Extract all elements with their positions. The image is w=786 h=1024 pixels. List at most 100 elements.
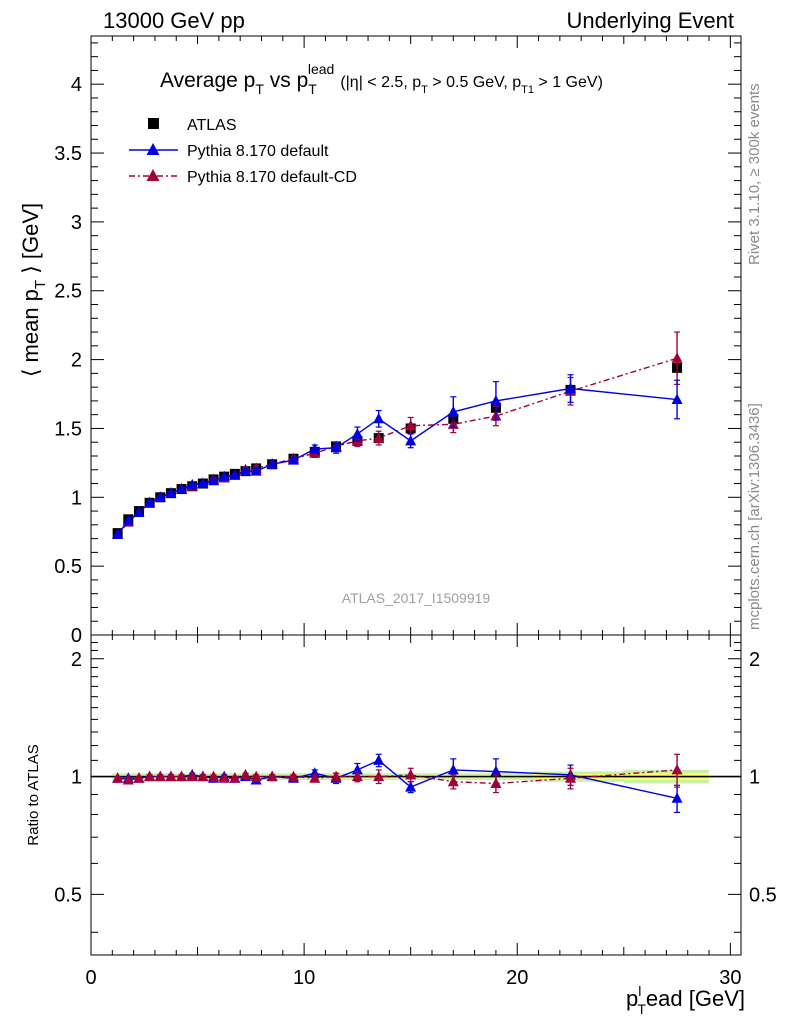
ratio-cd-point [490,777,502,789]
y-tick-label: 1 [71,487,82,509]
ratio-cd-point [351,770,363,782]
ratio-cd-point [112,772,124,783]
default-point [309,443,321,454]
ratio-default-point [373,754,385,765]
default-point [330,441,342,453]
x-tick-label: 30 [719,967,741,989]
x-tick-label: 10 [293,967,315,989]
ratio-tick-label-right: 1 [749,767,760,789]
default-point [266,458,278,469]
y-tick-label: 1.5 [54,418,82,440]
legend-label-default: Pythia 8.170 default [187,143,329,160]
main-panel: 0 0.5 1 1.5 2 2.5 3 3.5 4 [54,35,742,647]
default-point [112,528,124,539]
ratio-cd-point [309,772,321,783]
header-left: 13000 GeV pp [103,8,245,33]
ratio-cd-point [186,770,198,782]
watermark: ATLAS_2017_I1509919 [342,590,491,606]
title-cuts-c: > 1 GeV) [534,74,603,91]
chart-title: Average pT vs pTlead(|η| < 2.5, pT > 0.5… [160,61,603,97]
y-tick-label: 2.5 [54,281,82,303]
default-point [287,454,299,465]
default-point [218,470,230,482]
default-point [229,469,241,480]
cd-point [405,419,417,431]
ratio-cd-point [144,770,156,782]
title-cuts-sub-t: T [421,84,428,96]
y-tick-label: 3.5 [54,143,82,165]
title-cuts-a: (|η| < 2.5, p [340,74,421,91]
cd-line [117,357,678,535]
legend-marker-default [146,143,160,155]
ratio-tick-label-left: 1 [71,767,82,789]
ratio-cd-point [165,770,177,782]
title-vs: vs p [264,69,308,92]
x-tick-label: 0 [85,967,96,989]
legend-label-atlas: ATLAS [187,117,237,134]
default-point [144,496,156,508]
title-sup-lead: lead [308,61,334,77]
legend-label-cd: Pythia 8.170 default-CD [187,169,357,186]
ratio-cd-point [373,770,385,782]
ratio-cd-point [133,772,145,783]
default-point [490,394,502,406]
ratio-panel: 0 10 20 30 0.5 0.5 1 1 2 2 [54,634,777,989]
cd-point [373,432,385,443]
ratio-cd-point [218,772,230,783]
title-sub-t2: T [308,81,317,97]
y-tick-label: 4 [71,74,82,96]
title-sub-t: T [255,81,264,97]
ratio-cd-point [565,772,577,783]
ratio-tick-label-left: 2 [71,649,82,671]
ratio-cd-point [405,768,417,780]
ratio-cd-point [447,775,459,787]
x-tick-label: 20 [506,967,528,989]
y-tick-label: 0.5 [54,556,82,578]
default-point [240,465,252,476]
ratio-cd-point [208,770,220,782]
header-right: Underlying Event [566,8,734,33]
default-point [165,487,177,498]
ratio-cd-point [154,770,166,782]
ratio-cd-point [240,768,252,780]
ratio-default-point [490,765,502,777]
y-tick-label: 2 [71,350,82,372]
title-main: Average p [160,69,255,92]
ratio-default-point [671,792,683,803]
default-point [197,477,209,489]
y-axis-label-pre: ⟨ mean p [18,289,43,377]
ratio-default-point [447,763,459,775]
ratio-tick-label-left: 0.5 [54,884,82,906]
legend-marker-atlas [148,118,159,129]
default-point [176,483,188,494]
default-point [122,514,134,526]
title-cuts-sub-t1: T1 [521,84,534,96]
default-point [208,474,220,486]
default-point [186,478,198,490]
x-axis-label: pl Tead [GeV] [626,983,745,1017]
legend: ATLAS Pythia 8.170 default Pythia 8.170 … [129,117,357,186]
default-point [671,393,683,405]
ratio-cd-point [266,770,278,782]
ratio-cd-point [671,763,683,775]
y-tick-label: 0 [71,625,82,647]
default-point [154,491,166,502]
x-axis-label-sup: l [638,983,641,999]
ratio-tick-label-right: 2 [749,649,760,671]
ratio-cd-point [250,770,262,782]
ratio-cd-point [287,770,299,782]
y-axis-label: ⟨ mean pT ⟩ [GeV] [18,203,49,377]
ratio-cd-point [330,770,342,782]
y-tick-label: 3 [71,212,82,234]
ratio-cd-point [229,772,241,783]
cd-point [671,352,683,363]
x-axis-label-p: p [626,986,638,1011]
ratio-y-axis-label: Ratio to ATLAS [25,744,42,845]
default-point [405,434,417,446]
x-axis-label-sub: T [637,1001,646,1017]
ratio-cd-point [197,770,209,782]
default-point [565,382,577,394]
default-line [117,387,678,535]
y-axis-label-post: ⟩ [GeV] [18,203,43,280]
